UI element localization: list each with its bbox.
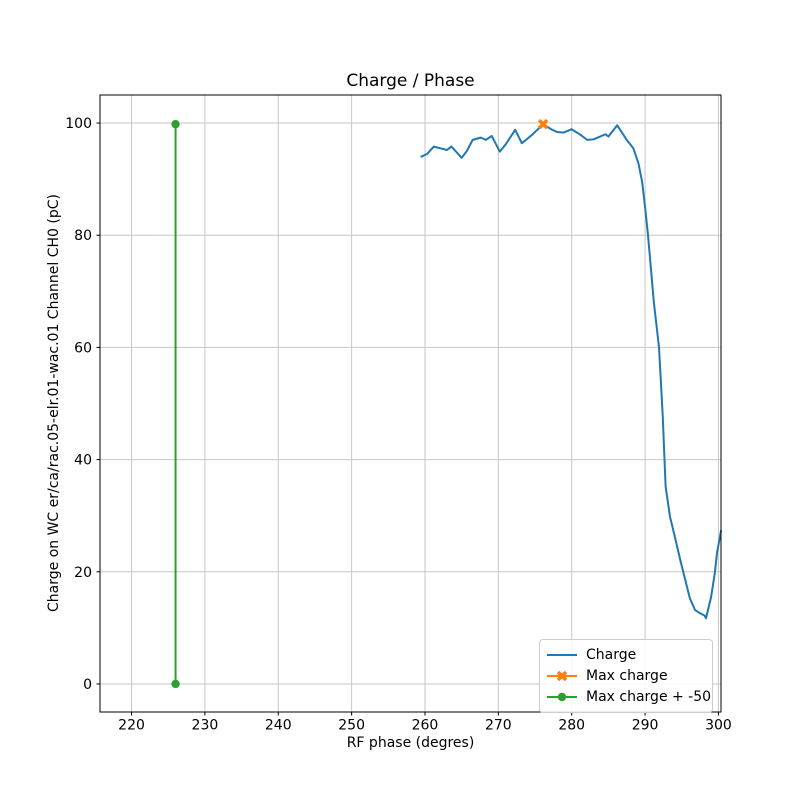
legend-item-max-charge: Max charge: [546, 665, 704, 686]
y-tick-label: 80: [74, 228, 92, 244]
x-tick-label: 280: [558, 718, 585, 734]
marker-circle-max-charge-50: [171, 679, 180, 689]
legend-label-charge: Charge: [586, 646, 637, 663]
y-tick-label: 40: [74, 453, 92, 469]
x-axis-label: RF phase (degres): [346, 735, 475, 751]
legend: Charge Max charge Max charge + -50: [539, 639, 713, 713]
chart-title: Charge / Phase: [346, 71, 475, 91]
series-line-charge: [420, 123, 722, 620]
legend-item-charge: Charge: [546, 644, 704, 665]
x-tick-label: 270: [485, 718, 512, 734]
y-tick-label: 100: [65, 116, 92, 132]
marker-circle-max-charge-50: [171, 119, 180, 129]
max-charge-marker-sample-icon: [547, 670, 577, 682]
legend-item-max-charge-minus-50: Max charge + -50: [546, 687, 711, 708]
x-tick-label: 260: [412, 718, 439, 734]
y-tick-label: 0: [83, 677, 92, 693]
x-tick-label: 290: [632, 718, 659, 734]
x-tick-label: 240: [265, 718, 292, 734]
charge-line-sample-icon: [547, 653, 577, 656]
x-tick-label: 220: [118, 718, 145, 734]
legend-label-max-charge-minus-50: Max charge + -50: [586, 689, 712, 706]
marker-x-max-charge: [537, 118, 549, 130]
axes-spines: [99, 94, 722, 713]
x-tick-label: 300: [705, 718, 732, 734]
y-tick-label: 20: [74, 565, 92, 581]
legend-label-max-charge: Max charge: [586, 667, 668, 684]
max-charge-minus-50-marker-sample-icon: [547, 693, 577, 702]
y-tick-label: 60: [74, 340, 92, 356]
x-tick-label: 250: [338, 718, 365, 734]
x-tick-label: 230: [192, 718, 219, 734]
